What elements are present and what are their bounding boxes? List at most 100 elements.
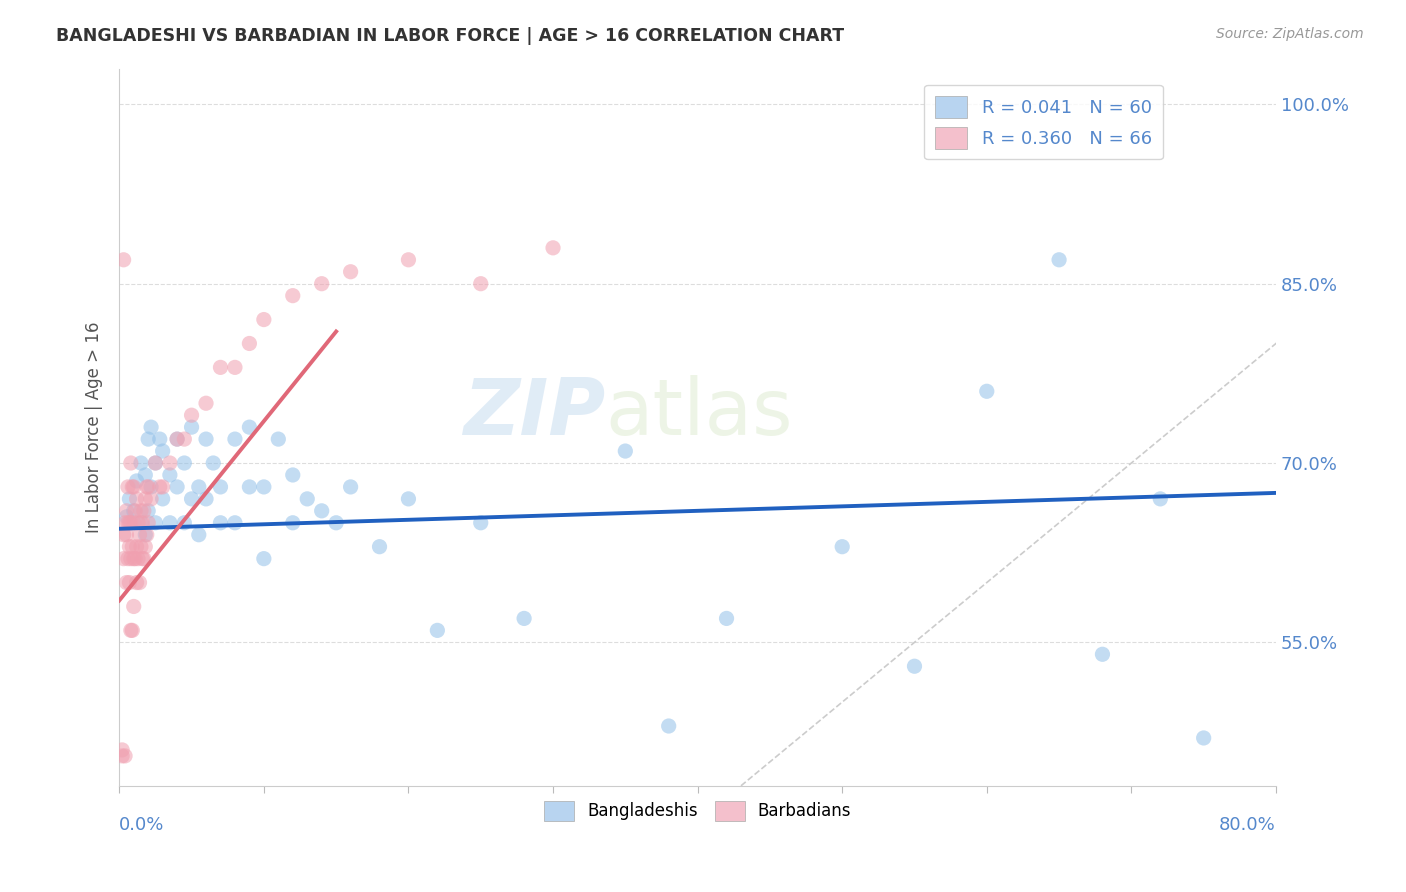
- Point: [124, 551, 146, 566]
- Point: [253, 480, 276, 494]
- Point: [513, 611, 536, 625]
- Point: [209, 360, 232, 375]
- Point: [281, 288, 304, 302]
- Point: [541, 241, 564, 255]
- Point: [224, 516, 246, 530]
- Point: [127, 551, 149, 566]
- Point: [339, 480, 361, 494]
- Point: [124, 504, 146, 518]
- Point: [976, 384, 998, 399]
- Point: [129, 540, 152, 554]
- Point: [111, 743, 134, 757]
- Point: [114, 516, 136, 530]
- Point: [224, 432, 246, 446]
- Point: [152, 480, 174, 494]
- Point: [149, 480, 172, 494]
- Point: [122, 516, 145, 530]
- Point: [470, 277, 492, 291]
- Point: [173, 432, 195, 446]
- Point: [224, 360, 246, 375]
- Point: [145, 516, 167, 530]
- Point: [180, 408, 202, 422]
- Point: [131, 551, 153, 566]
- Point: [1149, 491, 1171, 506]
- Point: [136, 432, 159, 446]
- Point: [118, 491, 141, 506]
- Point: [166, 432, 188, 446]
- Point: [111, 748, 134, 763]
- Point: [187, 480, 209, 494]
- Point: [368, 540, 391, 554]
- Point: [716, 611, 738, 625]
- Point: [122, 551, 145, 566]
- Point: [129, 516, 152, 530]
- Point: [281, 516, 304, 530]
- Point: [297, 491, 319, 506]
- Point: [238, 420, 260, 434]
- Point: [125, 491, 148, 506]
- Text: 0.0%: 0.0%: [120, 815, 165, 834]
- Point: [136, 504, 159, 518]
- Text: BANGLADESHI VS BARBADIAN IN LABOR FORCE | AGE > 16 CORRELATION CHART: BANGLADESHI VS BARBADIAN IN LABOR FORCE …: [56, 27, 845, 45]
- Point: [115, 504, 138, 518]
- Point: [325, 516, 347, 530]
- Point: [112, 252, 135, 267]
- Point: [115, 509, 138, 524]
- Point: [131, 516, 153, 530]
- Point: [132, 504, 155, 518]
- Point: [398, 252, 420, 267]
- Point: [117, 480, 139, 494]
- Point: [132, 551, 155, 566]
- Point: [125, 540, 148, 554]
- Point: [115, 575, 138, 590]
- Point: [120, 624, 142, 638]
- Point: [398, 491, 420, 506]
- Point: [136, 480, 159, 494]
- Point: [202, 456, 225, 470]
- Point: [118, 540, 141, 554]
- Point: [122, 504, 145, 518]
- Point: [281, 467, 304, 482]
- Point: [122, 599, 145, 614]
- Point: [120, 456, 142, 470]
- Point: [253, 312, 276, 326]
- Point: [129, 456, 152, 470]
- Point: [180, 491, 202, 506]
- Point: [120, 516, 142, 530]
- Point: [134, 527, 156, 541]
- Point: [195, 396, 218, 410]
- Point: [120, 551, 142, 566]
- Point: [115, 527, 138, 541]
- Point: [166, 432, 188, 446]
- Point: [253, 551, 276, 566]
- Point: [117, 516, 139, 530]
- Point: [173, 456, 195, 470]
- Point: [122, 480, 145, 494]
- Point: [339, 265, 361, 279]
- Point: [112, 551, 135, 566]
- Point: [149, 432, 172, 446]
- Point: [135, 480, 157, 494]
- Point: [209, 516, 232, 530]
- Point: [658, 719, 681, 733]
- Point: [134, 467, 156, 482]
- Point: [267, 432, 290, 446]
- Point: [121, 540, 143, 554]
- Point: [238, 336, 260, 351]
- Text: 80.0%: 80.0%: [1219, 815, 1277, 834]
- Point: [195, 491, 218, 506]
- Point: [145, 456, 167, 470]
- Point: [180, 420, 202, 434]
- Point: [159, 456, 181, 470]
- Point: [129, 504, 152, 518]
- Point: [136, 516, 159, 530]
- Point: [114, 748, 136, 763]
- Point: [139, 480, 162, 494]
- Point: [117, 551, 139, 566]
- Point: [311, 504, 333, 518]
- Point: [195, 432, 218, 446]
- Point: [121, 480, 143, 494]
- Point: [118, 516, 141, 530]
- Point: [470, 516, 492, 530]
- Point: [159, 516, 181, 530]
